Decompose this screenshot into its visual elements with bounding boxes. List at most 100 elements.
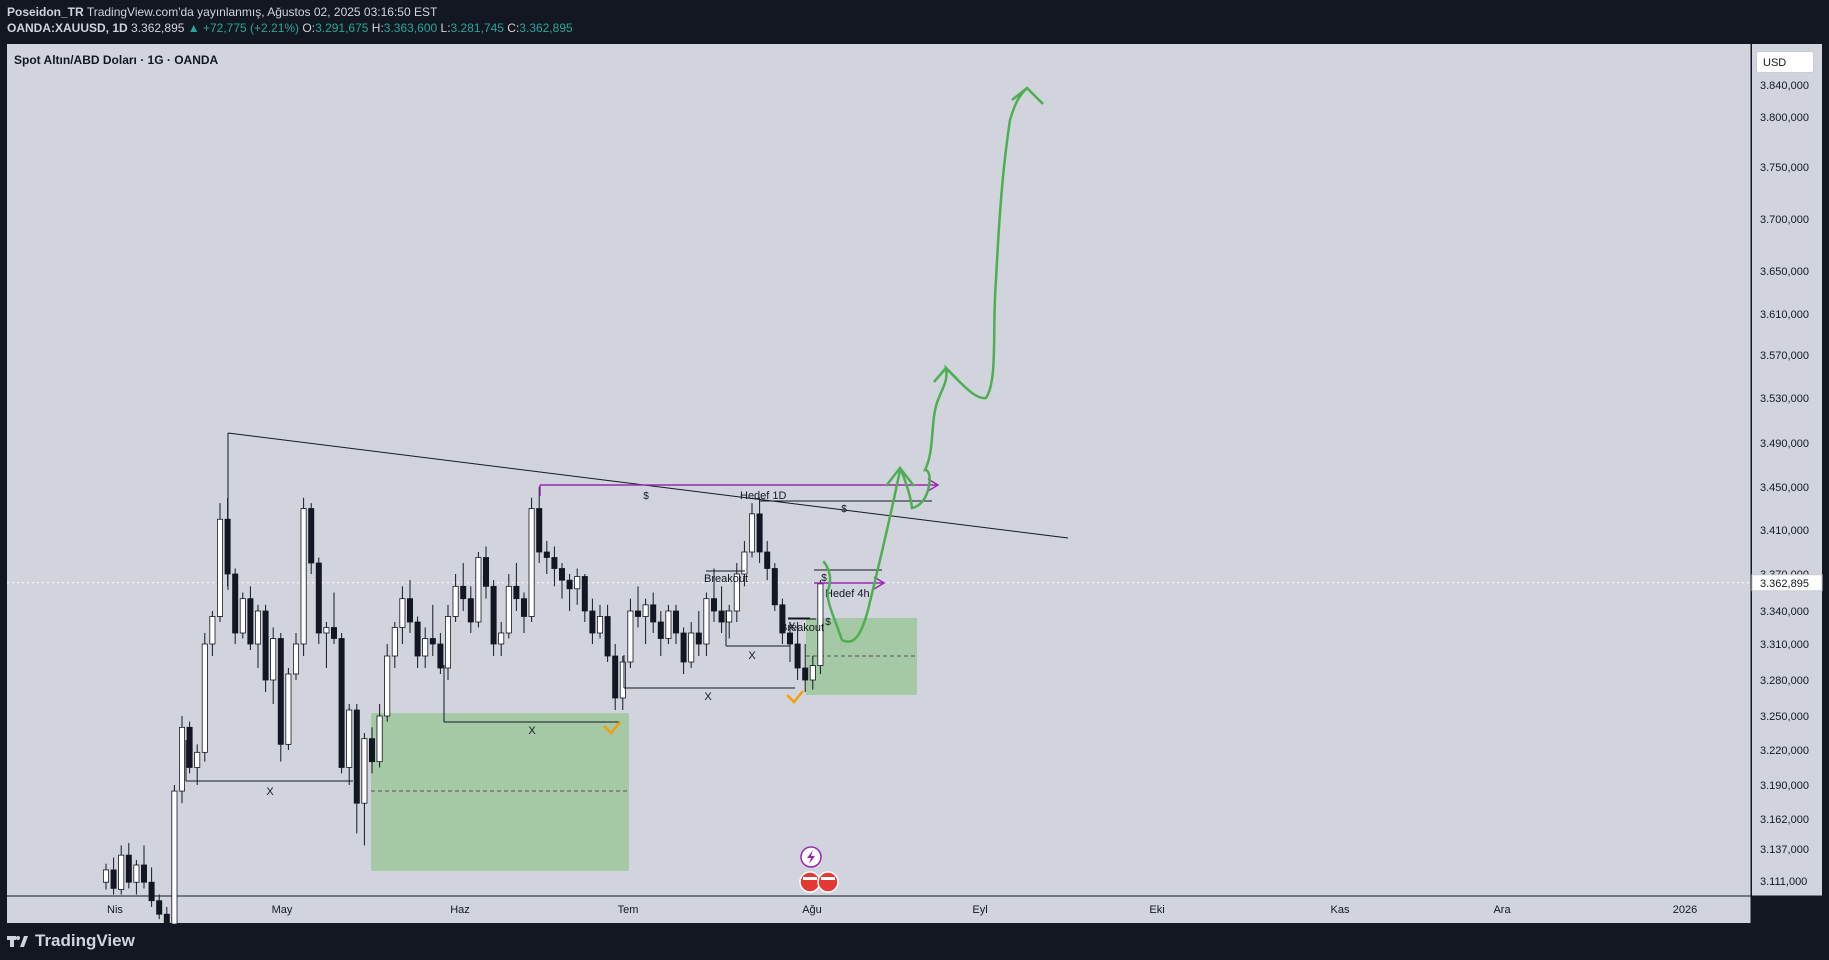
candle-up bbox=[239, 598, 246, 634]
dollar-label: $ bbox=[841, 504, 847, 515]
candle-up bbox=[399, 598, 406, 628]
candle-down bbox=[406, 598, 413, 623]
plot-area bbox=[7, 44, 1751, 896]
close-value: 3.362,895 bbox=[519, 21, 573, 35]
price-tick-label: 3.280,000 bbox=[1760, 675, 1809, 687]
price-tick-label: 3.800,000 bbox=[1760, 112, 1809, 124]
dollar-label: $ bbox=[643, 491, 649, 502]
candle-up bbox=[505, 585, 512, 634]
price-tick-label: 3.840,000 bbox=[1760, 80, 1809, 92]
projection-arrow-head bbox=[1011, 86, 1044, 105]
open-label: O: bbox=[302, 21, 316, 35]
price-tick-label: 3.410,000 bbox=[1760, 525, 1809, 537]
candle-up bbox=[292, 643, 299, 675]
candle-down bbox=[551, 557, 558, 569]
candle-down bbox=[566, 579, 573, 590]
price-tick-label: 3.340,000 bbox=[1760, 606, 1809, 618]
candle-down bbox=[521, 598, 528, 617]
candle-down bbox=[125, 854, 132, 883]
hedef-1d-label: Hedef 1D bbox=[740, 490, 787, 502]
candle-down bbox=[581, 576, 588, 612]
candle-up bbox=[741, 551, 748, 575]
open-value: 3.291,675 bbox=[315, 21, 369, 35]
tradingview-logo-icon bbox=[7, 936, 28, 947]
close-label: C: bbox=[507, 21, 520, 35]
low-label: L: bbox=[440, 21, 451, 35]
candle-down bbox=[695, 632, 702, 645]
x-label: X bbox=[788, 621, 796, 633]
ohlc-legend: OANDA:XAUUSD, 1D 3.362,895 ▲ +72,775 (+2… bbox=[7, 21, 573, 35]
x-label: X bbox=[528, 725, 536, 737]
candle-down bbox=[657, 621, 664, 639]
orange-check-icon bbox=[603, 721, 621, 735]
candle-up bbox=[300, 508, 307, 645]
candle-up bbox=[665, 610, 672, 639]
tradingview-logo[interactable]: TradingView bbox=[7, 931, 135, 951]
price-tick-label: 3.162,000 bbox=[1760, 814, 1809, 826]
candle-down bbox=[650, 604, 657, 623]
time-tick-label: Haz bbox=[450, 904, 470, 916]
candle-down bbox=[718, 610, 725, 623]
candle-down bbox=[513, 585, 520, 600]
candle-up bbox=[194, 751, 201, 768]
last-price: 3.362,895 bbox=[131, 21, 185, 35]
candle-down bbox=[247, 598, 254, 645]
bullish-projection-path bbox=[822, 86, 1029, 643]
candle-up bbox=[749, 513, 756, 553]
price-tick-label: 3.450,000 bbox=[1760, 482, 1809, 494]
time-tick-label: 2026 bbox=[1673, 904, 1697, 916]
publish-date: TradingView.com'da yayınlanmış, Ağustos … bbox=[86, 5, 438, 19]
candle-up bbox=[201, 643, 208, 753]
candle-down bbox=[756, 513, 763, 553]
candle-up bbox=[178, 726, 185, 792]
candle-up bbox=[817, 583, 824, 666]
candle-up bbox=[133, 864, 140, 883]
candle-up bbox=[452, 585, 459, 617]
candle-down bbox=[536, 508, 543, 553]
time-tick-label: Ağu bbox=[802, 904, 822, 916]
target-1d-line-head bbox=[927, 478, 940, 492]
symbol-label[interactable]: OANDA:XAUUSD, 1D bbox=[7, 21, 128, 35]
price-tick-label: 3.310,000 bbox=[1760, 639, 1809, 651]
candle-down bbox=[635, 610, 642, 617]
time-tick-label: Eyl bbox=[972, 904, 987, 916]
candle-down bbox=[467, 598, 474, 623]
candle-down bbox=[429, 638, 436, 645]
candle-down bbox=[148, 881, 155, 902]
candle-up bbox=[254, 610, 261, 645]
time-tick-label: Tem bbox=[618, 904, 639, 916]
projection-peak-head bbox=[885, 465, 915, 487]
publish-info: Poseidon_TR TradingView.com'da yayınlanm… bbox=[7, 5, 437, 19]
price-tick-label: 3.650,000 bbox=[1760, 266, 1809, 278]
us-flag-event-icon bbox=[799, 871, 821, 893]
candle-down bbox=[163, 913, 170, 925]
time-axis bbox=[7, 896, 1751, 923]
candle-down bbox=[673, 610, 680, 634]
candle-down bbox=[589, 610, 596, 634]
currency-selector[interactable]: USD bbox=[1756, 51, 1814, 73]
time-tick-label: Kas bbox=[1331, 904, 1350, 916]
price-tick-label: 3.530,000 bbox=[1760, 393, 1809, 405]
candle-up bbox=[703, 598, 710, 645]
candle-down bbox=[308, 508, 315, 564]
candle-down bbox=[414, 621, 421, 657]
candle-down bbox=[232, 573, 239, 634]
price-tick-label: 3.250,000 bbox=[1760, 711, 1809, 723]
candle-down bbox=[315, 562, 322, 634]
low-value: 3.281,745 bbox=[450, 21, 504, 35]
candle-up bbox=[422, 638, 429, 657]
candle-up bbox=[285, 673, 292, 745]
demand-zone-1 bbox=[371, 713, 629, 871]
flag-stripe bbox=[803, 877, 817, 880]
x-label: X bbox=[266, 786, 274, 798]
author-name[interactable]: Poseidon_TR bbox=[7, 5, 84, 19]
candle-down bbox=[711, 598, 718, 612]
x-label: X bbox=[748, 650, 756, 662]
lightning-glyph bbox=[807, 850, 815, 864]
projection-peak-head bbox=[933, 366, 959, 383]
x-label: X bbox=[704, 691, 712, 703]
candle-down bbox=[794, 643, 801, 669]
candle-down bbox=[680, 632, 687, 663]
price-tick-label: 3.220,000 bbox=[1760, 745, 1809, 757]
